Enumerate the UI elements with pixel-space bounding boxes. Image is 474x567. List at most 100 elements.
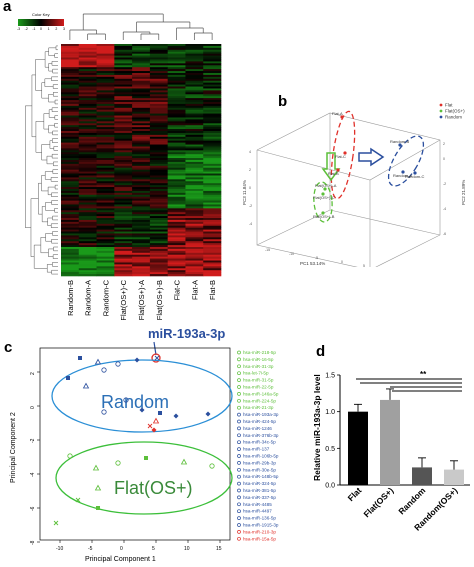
pca2d-marker <box>154 355 160 361</box>
color-key-tick: 1 <box>47 27 50 31</box>
pca2d-xtick: -10 <box>56 546 63 552</box>
pca-point-label: Flat-C <box>335 154 346 159</box>
pca2d-legend-label: hsa-miR-146a-5p <box>243 391 279 396</box>
pca2d-legend-symbol <box>237 454 241 458</box>
pca2d-legend-label: hsa-miR-148b-5p <box>243 474 279 479</box>
pca2d-legend-symbol <box>237 495 241 500</box>
callout-line <box>153 341 157 356</box>
svg-text:-4: -4 <box>249 222 252 226</box>
pca-point <box>401 170 405 174</box>
svg-text:-5: -5 <box>315 256 318 260</box>
green-arrow <box>321 152 341 182</box>
random-ellipse <box>387 135 425 187</box>
pca-point <box>340 115 344 119</box>
pca-3d-plot: Flat-A Flat-C Flat-B Flat(OS+)-A Flat(OS+)-C… <box>242 103 466 267</box>
heatmap-column-labels: Random-B Random-A Random-C Flat(OS+)-C Flat(… <box>66 279 217 320</box>
pca2d-legend-symbol <box>237 481 241 486</box>
color-key-tick: -1 <box>32 27 36 31</box>
pca2d-xtick: 15 <box>216 546 222 552</box>
heatmap-column-label: Flat-C <box>173 279 182 300</box>
pca2d-marker <box>209 463 215 469</box>
pca2d-legend-label: hsa-miR-4497 <box>243 509 272 514</box>
bar-category-label: Random <box>396 485 427 516</box>
pca-legend-label: Flat <box>445 103 453 108</box>
pca-legend-label: Flat(OS+) <box>445 109 465 114</box>
pca2d-xlabel: Principal Component 1 <box>85 556 156 563</box>
panel-c-letter: c <box>4 339 13 356</box>
heatmap-column-label: Random-C <box>101 279 110 316</box>
pca2d-legend-label: hsa-miR-15a-5p <box>243 536 276 541</box>
pca2d-marker <box>134 357 140 363</box>
color-key: Color Key -3 -2 -1 0 1 2 3 <box>17 12 65 38</box>
pca2d-legend-label: hsa-let-7i-5p <box>243 371 269 376</box>
pca2d-marker <box>101 409 107 415</box>
pca2d-legend-symbol <box>237 364 241 369</box>
pca-point-label: Random-C <box>405 174 424 179</box>
color-key-tick: 2 <box>55 27 58 31</box>
pca2d-legend-label: hsa-miR-34c-5p <box>243 440 276 445</box>
bar-ytick: 0.0 <box>325 483 335 490</box>
color-key-gradient <box>18 19 64 26</box>
heatmap-body <box>61 44 222 277</box>
pca2d-legend-label: hsa-miR-193a-3p <box>243 412 279 417</box>
bar-category-label: Flat <box>346 485 364 503</box>
callout-circle <box>151 353 161 363</box>
pca2d-ytick: -4 <box>30 472 36 477</box>
pca-point-label: Flat(OS+)-B <box>313 214 335 219</box>
pca2d-legend-label: hsa-miR-137 <box>243 447 270 452</box>
color-key-tick: -2 <box>24 27 28 31</box>
pca2d-marker <box>139 407 145 413</box>
pca2d-legend-symbol <box>237 523 241 527</box>
heatmap-column-label: Flat(OS+)-B <box>155 280 164 320</box>
bar-ytick: 1.5 <box>325 373 335 380</box>
pca2d-legend-symbol <box>237 447 241 451</box>
pca2d-legend-symbol <box>237 378 241 382</box>
pca2d-legend-symbol <box>237 419 241 424</box>
pca-ticks: 4 2 0 -2 -4 -15 -10 -5 0 5 -6 -4 -2 0 2 <box>249 142 446 267</box>
bar <box>444 469 464 485</box>
pca2d-marker <box>173 413 179 419</box>
pca-point <box>413 171 417 175</box>
pca-3d-box <box>256 112 441 267</box>
bar <box>380 399 400 485</box>
svg-text:-6: -6 <box>443 232 446 236</box>
pca2d-legend-symbol <box>237 433 241 438</box>
pca2d-marker <box>66 376 70 380</box>
pca2d-marker <box>75 497 81 503</box>
bar-category-label: Flat(OS+) <box>361 485 395 519</box>
pca2d-marker <box>82 382 90 389</box>
pca2d-xtick: 5 <box>152 546 155 552</box>
pca-point-label: Flat(OS+)-C <box>313 195 335 200</box>
pca2d-legend-label: hsa-miR-136-5p <box>243 516 276 521</box>
pca2d-xtick: -5 <box>88 546 93 552</box>
blue-arrow <box>358 147 385 167</box>
pca2d-legend-label: hsa-miR-106b-5p <box>243 454 279 459</box>
pca-point <box>336 168 340 172</box>
pca-legend-marker <box>439 103 443 107</box>
panel-d-letter: d <box>316 343 326 360</box>
pca2d-legend-symbol <box>237 412 241 417</box>
svg-text:0: 0 <box>341 260 343 264</box>
heatmap-column-label: Random-B <box>66 280 75 316</box>
panel-b-letter: b <box>278 93 288 110</box>
pca2d-legend-symbol <box>237 530 241 534</box>
pca2d-legend-symbol <box>237 536 241 541</box>
pca-point <box>323 187 327 191</box>
pca-point <box>398 143 402 147</box>
pca2d-legend-label: hsa-miR-376b-3p <box>243 433 279 438</box>
pca-legend-label: Random <box>445 115 462 120</box>
pca2d-marker <box>147 423 153 429</box>
pc3-axis-label: PC3 11.84% <box>242 180 247 205</box>
svg-text:5: 5 <box>363 264 365 267</box>
svg-text:-15: -15 <box>265 248 270 252</box>
pca2d-legend-symbol <box>237 350 241 355</box>
pca2d-legend-symbol <box>237 509 241 514</box>
pca2d-marker <box>158 411 162 415</box>
pca-points: Flat-A Flat-C Flat-B Flat(OS+)-A Flat(OS+)-C… <box>313 111 424 219</box>
bar-ylabel: Relative miR-193a-3p level <box>312 374 322 481</box>
color-key-tick: 0 <box>40 27 42 31</box>
pca-point <box>321 192 325 196</box>
pca2d-legend-label: hsa-miR-210-3p <box>243 529 276 534</box>
